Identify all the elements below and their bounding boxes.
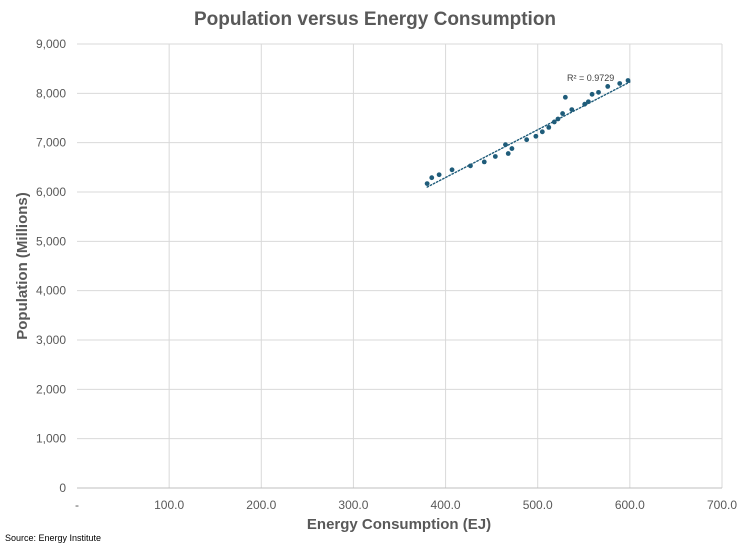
data-point <box>505 151 511 156</box>
trendline-line <box>426 81 631 188</box>
data-point <box>436 172 442 178</box>
x-axis-title: Energy Consumption (EJ) <box>307 516 491 533</box>
chart-title: Population versus Energy Consumption <box>194 9 556 30</box>
y-tick-label: 2,000 <box>36 382 66 396</box>
data-point <box>551 119 557 125</box>
data-point <box>582 101 588 107</box>
x-tick-label: 500.0 <box>523 498 553 512</box>
data-point <box>468 163 473 169</box>
y-tick-label: 8,000 <box>36 86 66 100</box>
data-point <box>533 133 539 139</box>
data-point <box>596 89 601 95</box>
y-tick-label: 6,000 <box>36 185 66 199</box>
y-axis-title: Population (Millions) <box>14 192 31 339</box>
data-point <box>569 107 575 113</box>
data-point <box>424 181 430 187</box>
data-point <box>481 159 487 165</box>
data-point <box>503 142 508 148</box>
x-tick-label: 300.0 <box>338 498 368 512</box>
data-point <box>449 167 455 173</box>
gridlines <box>77 43 723 488</box>
data-point <box>589 91 595 97</box>
y-tick-label: 7,000 <box>36 136 66 150</box>
y-axis-tick-labels: 0 1,000 2,000 3,000 4,000 5,000 6,000 7,000 8,00… <box>36 37 66 495</box>
data-point <box>617 81 623 86</box>
data-point <box>524 137 530 143</box>
trendline-r2-label: R² = 0.9729 <box>567 73 614 83</box>
trendline <box>426 81 631 188</box>
x-tick-label: 400.0 <box>431 498 461 512</box>
data-point <box>555 116 561 122</box>
x-tick-label: 200.0 <box>246 498 276 512</box>
data-point <box>546 124 552 130</box>
x-tick-label: - <box>75 498 79 512</box>
data-point <box>429 175 435 181</box>
x-tick-label: 600.0 <box>615 498 645 512</box>
data-point <box>560 111 565 116</box>
data-point <box>562 94 568 100</box>
data-point <box>585 99 591 105</box>
y-tick-label: 1,000 <box>36 432 66 446</box>
y-tick-label: 0 <box>59 481 66 495</box>
y-tick-label: 4,000 <box>36 284 66 298</box>
y-tick-label: 3,000 <box>36 333 66 347</box>
data-point <box>539 129 545 135</box>
data-points <box>424 78 631 187</box>
x-tick-label: 700.0 <box>707 498 737 512</box>
x-axis-tick-labels: - 100.0 200.0 300.0 400.0 500.0 600.0 700.0 <box>75 498 737 512</box>
y-tick-label: 9,000 <box>36 37 66 51</box>
source-note: Source: Energy Institute <box>5 533 101 543</box>
x-tick-label: 100.0 <box>154 498 184 512</box>
data-point <box>509 146 515 151</box>
data-point <box>492 154 498 159</box>
data-point <box>625 78 631 83</box>
y-tick-label: 5,000 <box>36 234 66 248</box>
data-point <box>605 84 611 89</box>
